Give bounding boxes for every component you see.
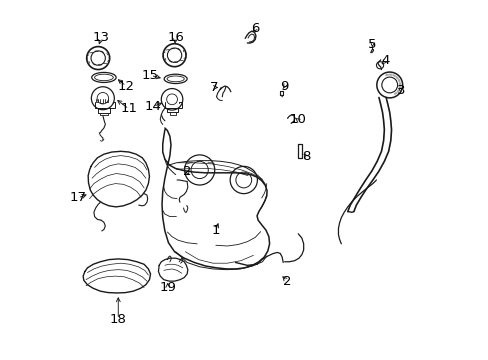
Text: 17: 17 bbox=[69, 192, 86, 204]
Text: 4: 4 bbox=[380, 54, 388, 67]
Text: 3: 3 bbox=[397, 84, 405, 97]
Text: 8: 8 bbox=[302, 150, 310, 163]
Text: 11: 11 bbox=[120, 103, 137, 116]
Text: 14: 14 bbox=[144, 100, 161, 113]
Text: 1: 1 bbox=[211, 224, 220, 237]
Text: 9: 9 bbox=[280, 80, 288, 93]
Text: 12: 12 bbox=[118, 80, 134, 93]
Text: 7: 7 bbox=[209, 81, 218, 94]
Text: 18: 18 bbox=[110, 312, 126, 326]
Text: 16: 16 bbox=[167, 31, 183, 44]
Text: 5: 5 bbox=[367, 38, 376, 51]
Text: 10: 10 bbox=[288, 113, 305, 126]
Text: 2: 2 bbox=[183, 165, 191, 177]
Text: 15: 15 bbox=[142, 69, 159, 82]
Text: 13: 13 bbox=[92, 31, 109, 45]
Text: 19: 19 bbox=[159, 281, 176, 294]
Text: 6: 6 bbox=[250, 22, 259, 35]
Text: 2: 2 bbox=[282, 275, 290, 288]
